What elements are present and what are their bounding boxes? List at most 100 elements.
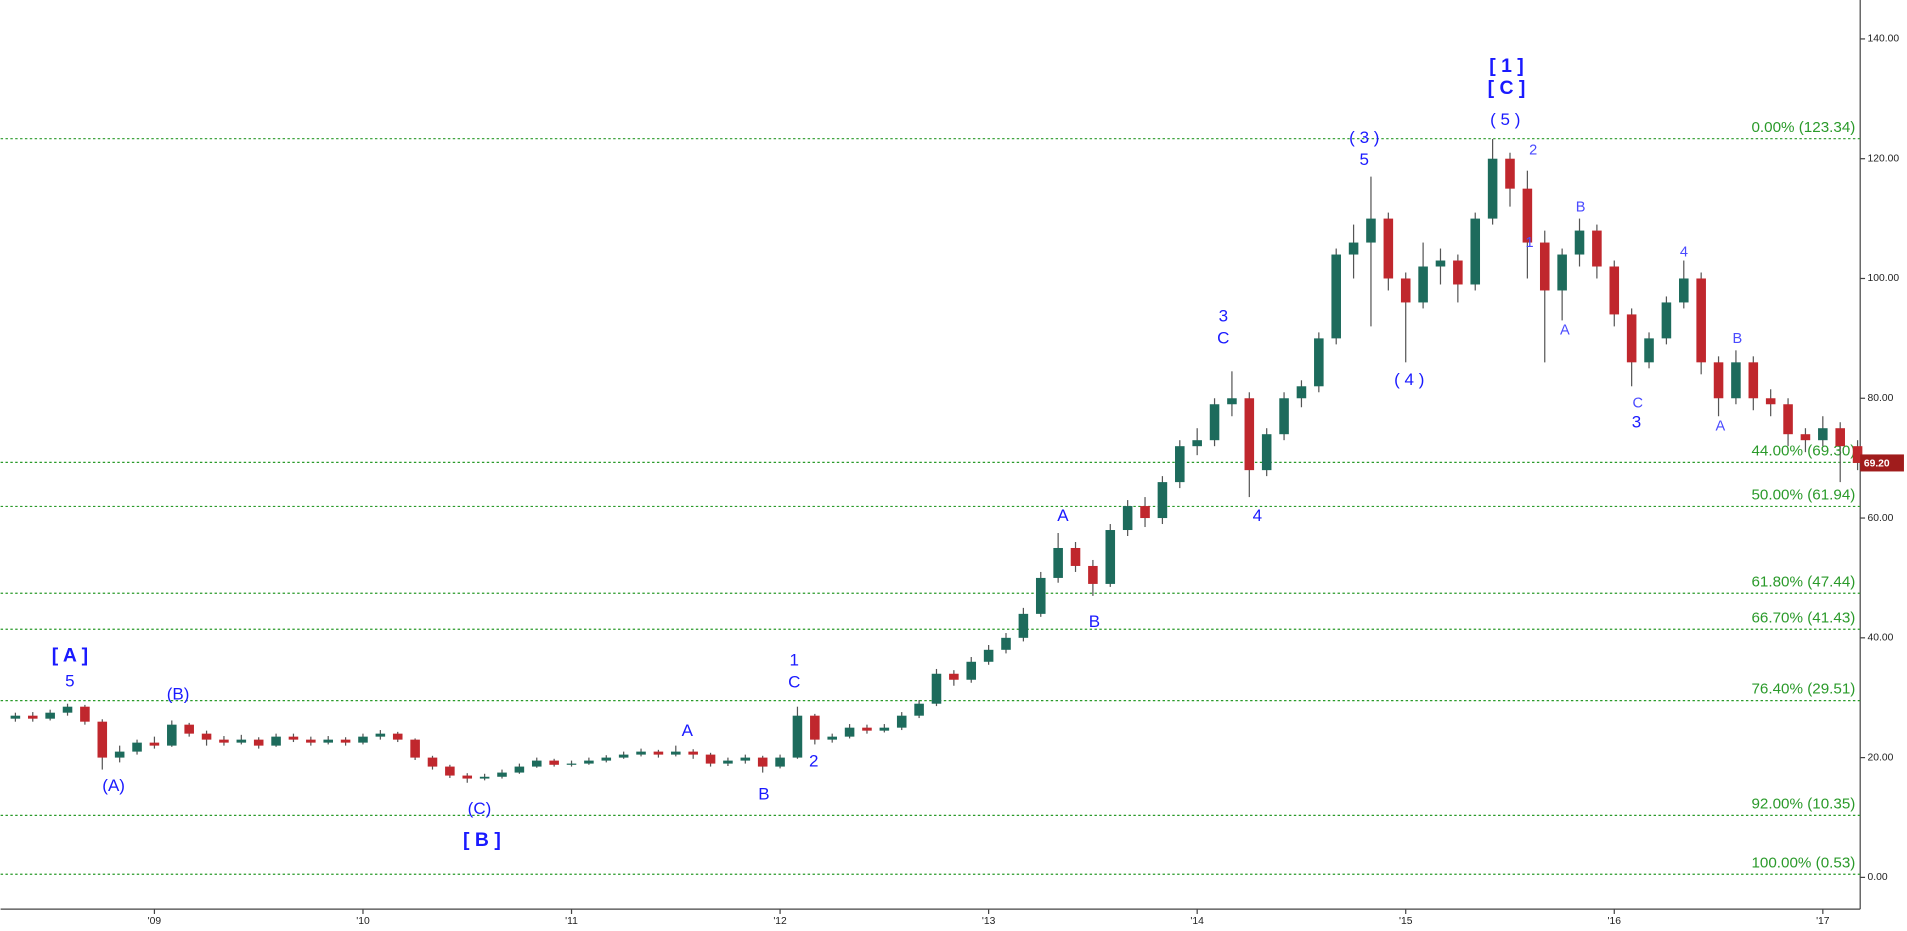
wave-label: B bbox=[758, 784, 769, 803]
candle-body bbox=[966, 661, 977, 680]
candle-body bbox=[1574, 230, 1585, 255]
wave-label: ( 4 ) bbox=[1394, 370, 1424, 389]
candle-body bbox=[306, 739, 316, 743]
y-tick-label: 140.00 bbox=[1867, 34, 1899, 45]
candle-body bbox=[323, 739, 333, 743]
candle-body bbox=[949, 673, 959, 680]
candle-body bbox=[410, 739, 420, 758]
candle-body bbox=[879, 727, 890, 731]
candle-body bbox=[705, 754, 716, 764]
wave-label: C bbox=[788, 673, 800, 692]
candle-body bbox=[1557, 254, 1567, 291]
candle-body bbox=[566, 763, 577, 765]
wave-label: 3 bbox=[1632, 412, 1641, 431]
wave-label: 3 bbox=[1219, 307, 1228, 326]
candle-body bbox=[1835, 428, 1845, 447]
candle-body bbox=[167, 724, 177, 746]
candle-body bbox=[1279, 398, 1289, 435]
candle-body bbox=[1679, 278, 1689, 303]
candle-body bbox=[219, 739, 229, 743]
candle-body bbox=[1696, 278, 1706, 363]
candle-body bbox=[514, 766, 525, 773]
level-label: 50.00% (61.94) bbox=[1751, 487, 1855, 504]
candle-body bbox=[1035, 577, 1046, 614]
wave-label: A bbox=[1716, 418, 1726, 434]
candle-body bbox=[375, 733, 386, 737]
wave-label: 5 bbox=[1360, 150, 1369, 169]
candle-body bbox=[1296, 386, 1307, 399]
candle-body bbox=[1331, 254, 1341, 339]
candle-body bbox=[62, 706, 73, 713]
candle-body bbox=[1626, 314, 1637, 363]
candle-body bbox=[497, 772, 507, 777]
candle-body bbox=[1609, 266, 1620, 315]
wave-label: C bbox=[1217, 329, 1229, 348]
candle-body bbox=[184, 724, 194, 734]
candle-body bbox=[288, 736, 299, 740]
x-tick-label: '12 bbox=[773, 916, 787, 927]
candle-body bbox=[1522, 188, 1533, 243]
candle-body bbox=[1765, 398, 1776, 405]
candle-body bbox=[1800, 434, 1811, 441]
wave-label: B bbox=[1576, 200, 1586, 216]
wave-label: ( 5 ) bbox=[1490, 110, 1520, 129]
wave-label: 1 bbox=[1526, 235, 1534, 251]
candle-body bbox=[618, 754, 629, 758]
candle-body bbox=[253, 739, 264, 746]
candle-body bbox=[149, 742, 160, 746]
candle-body bbox=[740, 757, 751, 761]
y-tick-label: 0.00 bbox=[1867, 872, 1887, 883]
candle-body bbox=[1088, 565, 1098, 584]
x-tick-label: '11 bbox=[565, 916, 578, 927]
candle-body bbox=[236, 739, 247, 743]
candle-body bbox=[1505, 158, 1515, 189]
wave-label: ( 3 ) bbox=[1349, 128, 1379, 147]
candle-body bbox=[462, 775, 473, 779]
candle-body bbox=[531, 760, 542, 767]
candle-body bbox=[1053, 547, 1063, 578]
candle-body bbox=[1070, 547, 1081, 566]
candle-body bbox=[1383, 218, 1394, 279]
candle-body bbox=[1644, 338, 1654, 363]
y-tick-label: 100.00 bbox=[1867, 273, 1899, 284]
candle-body bbox=[844, 727, 855, 737]
candle-body bbox=[1157, 482, 1168, 519]
candle-body bbox=[931, 673, 942, 704]
candle-body bbox=[1487, 158, 1498, 219]
candle-body bbox=[914, 703, 924, 716]
wave-label: [ A ] bbox=[52, 644, 88, 666]
candle-body bbox=[1592, 230, 1602, 267]
candle-body bbox=[896, 715, 907, 728]
candle-body bbox=[358, 736, 368, 743]
candle-body bbox=[792, 715, 803, 758]
candle-body bbox=[757, 757, 768, 767]
x-tick-label: '09 bbox=[148, 916, 162, 927]
wave-label: 5 bbox=[65, 671, 74, 690]
candle-body bbox=[392, 733, 403, 740]
candle-body bbox=[636, 751, 646, 755]
candle-body bbox=[1713, 362, 1724, 399]
level-label: 76.40% (29.51) bbox=[1751, 681, 1855, 698]
candle-body bbox=[983, 649, 994, 662]
y-tick-label: 60.00 bbox=[1867, 513, 1893, 524]
wave-label: [ 1 ] bbox=[1489, 55, 1524, 77]
candle-body bbox=[1018, 613, 1029, 638]
x-tick-label: '16 bbox=[1608, 916, 1622, 927]
candle-body bbox=[445, 766, 455, 776]
wave-label: A bbox=[1057, 506, 1069, 525]
wave-label: A bbox=[682, 721, 694, 740]
last-price-tag bbox=[1860, 454, 1904, 472]
wave-label: [ B ] bbox=[463, 829, 501, 851]
wave-label: 4 bbox=[1680, 245, 1688, 261]
candle-body bbox=[132, 742, 142, 752]
candle-body bbox=[1314, 338, 1324, 387]
candle-body bbox=[584, 760, 594, 764]
candle-body bbox=[1470, 218, 1481, 285]
x-tick-label: '15 bbox=[1399, 916, 1413, 927]
candle-body bbox=[1175, 446, 1185, 483]
x-tick-label: '14 bbox=[1190, 916, 1204, 927]
candle-body bbox=[601, 757, 612, 761]
candle-body bbox=[1244, 398, 1255, 471]
